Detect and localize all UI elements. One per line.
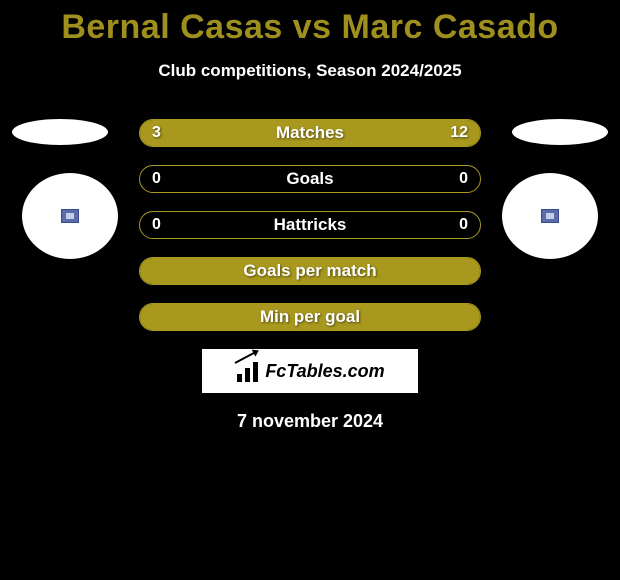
player-left-ellipse: [12, 119, 108, 145]
page-title: Bernal Casas vs Marc Casado: [0, 0, 620, 47]
stat-label: Goals per match: [140, 258, 480, 284]
stat-bar: Goals per match: [139, 257, 481, 285]
site-logo: FcTables.com: [202, 349, 418, 393]
comparison-content: 312Matches 00Goals 00Hattricks Goals per ma…: [0, 119, 620, 331]
club-badge-icon: [541, 209, 559, 223]
logo-text: FcTables.com: [265, 361, 384, 382]
stat-label: Hattricks: [140, 212, 480, 238]
stat-label: Min per goal: [140, 304, 480, 330]
stat-label: Matches: [140, 120, 480, 146]
stat-label: Goals: [140, 166, 480, 192]
stat-bar: 00Hattricks: [139, 211, 481, 239]
stat-bars: 312Matches 00Goals 00Hattricks Goals per ma…: [139, 119, 481, 331]
player-right-club-circle: [502, 173, 598, 259]
generated-date: 7 november 2024: [0, 411, 620, 432]
stat-bar: 00Goals: [139, 165, 481, 193]
stat-bar: Min per goal: [139, 303, 481, 331]
club-badge-icon: [61, 209, 79, 223]
stat-bar: 312Matches: [139, 119, 481, 147]
player-left-club-circle: [22, 173, 118, 259]
player-right-ellipse: [512, 119, 608, 145]
page-subtitle: Club competitions, Season 2024/2025: [0, 61, 620, 81]
logo-chart-icon: [235, 360, 261, 382]
